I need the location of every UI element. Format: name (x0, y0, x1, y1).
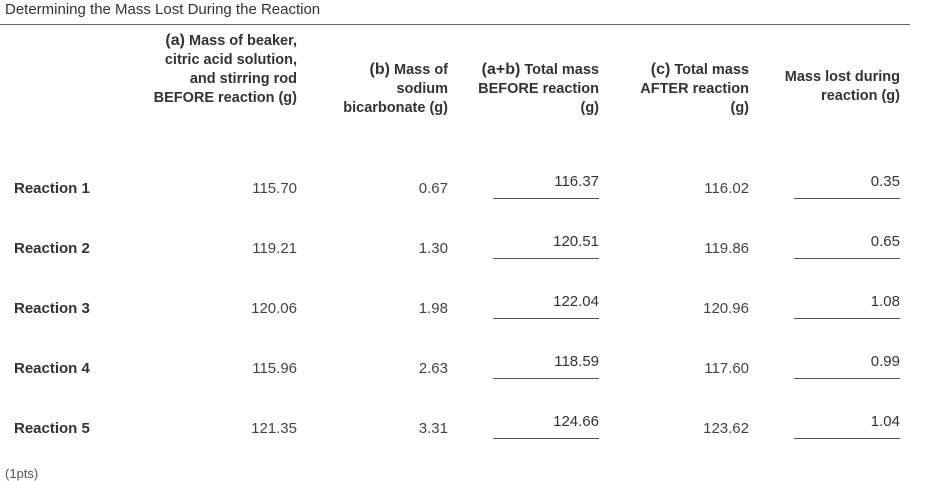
cell-total-after-1: 116.02 (704, 180, 749, 197)
cell-total-after-2: 119.86 (704, 240, 749, 257)
answer-line-total-before-3 (493, 318, 599, 319)
cell-total-after-4: 117.60 (704, 360, 749, 377)
answer-mass-lost-5[interactable]: 1.04 (870, 413, 900, 430)
header-mass-b: (b) Mass of sodium bicarbonate (g) (318, 60, 448, 118)
cell-mass-a-2: 119.21 (252, 240, 297, 257)
row-label-reaction-3: Reaction 3 (14, 300, 90, 317)
cell-total-after-3: 120.96 (703, 300, 749, 317)
cell-mass-a-4: 115.96 (252, 360, 297, 377)
header-total-before-lead: (a+b) (481, 61, 521, 78)
cell-mass-a-1: 115.70 (252, 180, 297, 197)
page-title: Determining the Mass Lost During the Rea… (5, 1, 321, 18)
header-mass-b-lead: (b) (369, 61, 390, 78)
answer-line-total-before-1 (493, 198, 599, 199)
cell-mass-a-3: 120.06 (251, 300, 297, 317)
cell-mass-b-3: 1.98 (418, 300, 448, 317)
header-total-after: (c) Total mass AFTER reaction (g) (618, 60, 749, 118)
cell-mass-a-5: 121.35 (251, 420, 297, 437)
row-label-reaction-5: Reaction 5 (14, 420, 90, 437)
cell-mass-b-5: 3.31 (418, 420, 448, 437)
cell-total-after-5: 123.62 (703, 420, 749, 437)
answer-line-mass-lost-4 (794, 378, 900, 379)
answer-line-total-before-4 (493, 378, 599, 379)
header-total-before-text: Total mass BEFORE reaction (g) (478, 62, 599, 116)
answer-mass-lost-1[interactable]: 0.35 (870, 173, 900, 190)
row-label-reaction-1: Reaction 1 (14, 180, 90, 197)
answer-total-before-2[interactable]: 120.51 (553, 233, 599, 250)
answer-total-before-3[interactable]: 122.04 (553, 293, 599, 310)
answer-line-mass-lost-5 (794, 438, 900, 439)
header-total-before: (a+b) Total mass BEFORE reaction (g) (478, 60, 599, 118)
answer-mass-lost-2[interactable]: 0.65 (870, 233, 900, 250)
answer-mass-lost-4[interactable]: 0.99 (870, 353, 900, 370)
header-mass-a-text: Mass of beaker, citric acid solution, an… (153, 33, 297, 106)
answer-line-total-before-2 (493, 258, 599, 259)
answer-total-before-1[interactable]: 116.37 (554, 173, 599, 190)
header-mass-a-lead: (a) (165, 32, 185, 49)
header-mass-a: (a) Mass of beaker, citric acid solution… (150, 31, 297, 108)
row-label-reaction-2: Reaction 2 (14, 240, 90, 257)
cell-mass-b-4: 2.63 (418, 360, 448, 377)
header-total-after-lead: (c) (650, 61, 671, 78)
title-divider (0, 24, 910, 25)
answer-mass-lost-3[interactable]: 1.08 (870, 293, 900, 310)
answer-line-mass-lost-3 (794, 318, 900, 319)
row-label-reaction-4: Reaction 4 (14, 360, 90, 377)
answer-line-total-before-5 (493, 438, 599, 439)
points-label: (1pts) (5, 466, 39, 481)
answer-total-before-5[interactable]: 124.66 (553, 413, 599, 430)
cell-mass-b-1: 0.67 (418, 180, 448, 197)
header-total-after-text: Total mass AFTER reaction (g) (640, 62, 749, 116)
header-mass-b-text: Mass of sodium bicarbonate (g) (343, 62, 448, 116)
header-mass-lost: Mass lost during reaction (g) (758, 68, 900, 106)
cell-mass-b-2: 1.30 (418, 240, 448, 257)
answer-line-mass-lost-2 (794, 258, 900, 259)
answer-total-before-4[interactable]: 118.59 (554, 353, 599, 370)
answer-line-mass-lost-1 (794, 198, 900, 199)
header-mass-lost-text: Mass lost during reaction (g) (784, 69, 900, 104)
